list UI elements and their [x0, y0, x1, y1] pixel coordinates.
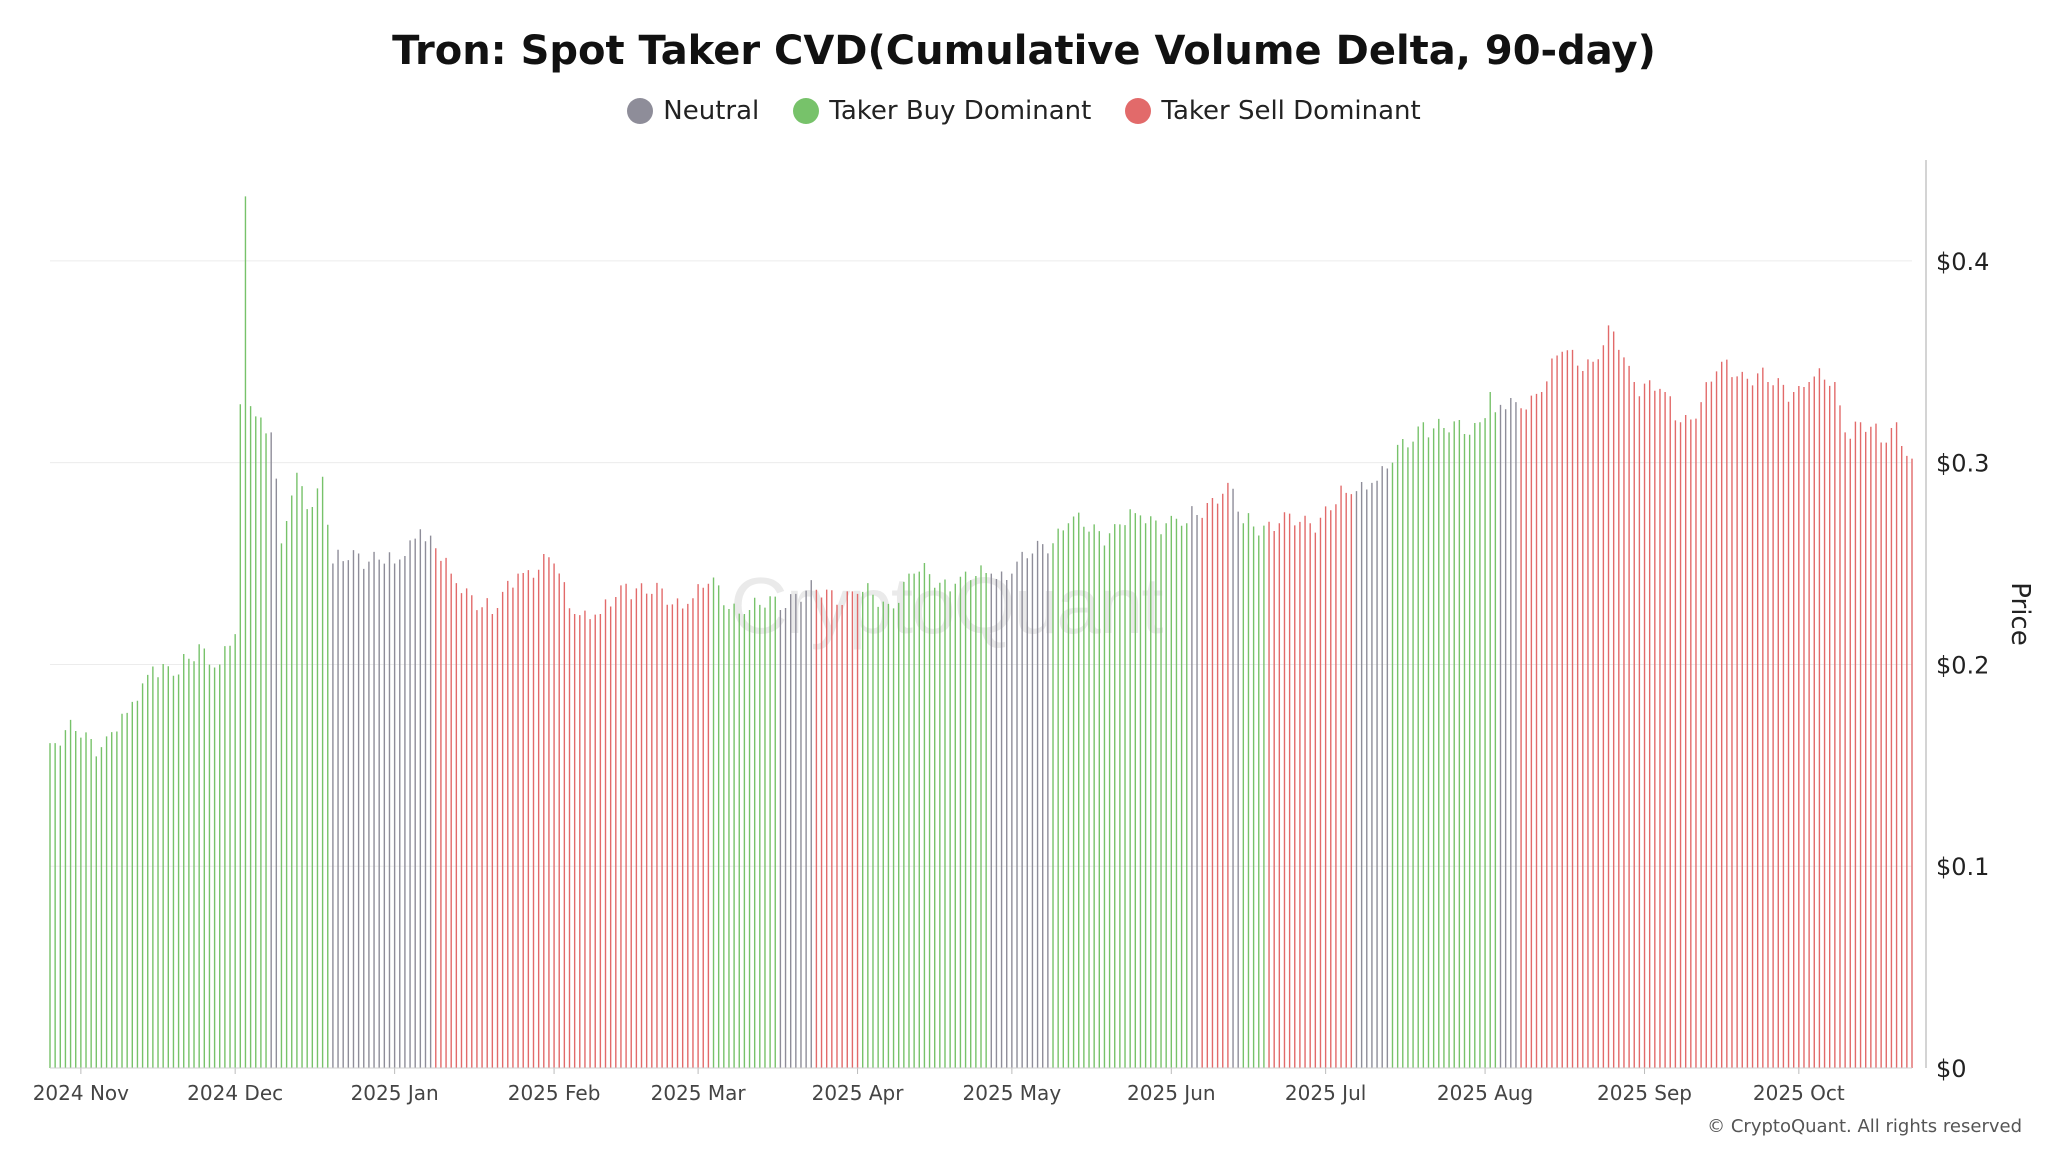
x-tick-label: 2025 Jul: [1285, 1081, 1366, 1105]
chart-title: Tron: Spot Taker CVD(Cumulative Volume D…: [392, 28, 1656, 74]
legend-dot-neutral: [627, 98, 654, 124]
copyright-footer: © CryptoQuant. All rights reserved: [1707, 1116, 2022, 1137]
y-tick-label: $0.2: [1936, 651, 1989, 679]
legend-dot-taker-buy: [793, 98, 820, 124]
legend: Neutral Taker Buy Dominant Taker Sell Do…: [0, 96, 2048, 126]
legend-item-taker-buy[interactable]: Taker Buy Dominant: [793, 96, 1091, 126]
legend-item-neutral[interactable]: Neutral: [627, 96, 759, 126]
legend-label-taker-buy: Taker Buy Dominant: [829, 96, 1092, 126]
x-tick-label: 2025 May: [963, 1081, 1062, 1105]
x-tick-label: 2025 Aug: [1437, 1081, 1533, 1105]
x-tick-label: 2025 Sep: [1597, 1081, 1692, 1105]
y-tick-label: $0.1: [1936, 853, 1989, 881]
x-tick-label: 2025 Oct: [1753, 1081, 1845, 1105]
y-axis-title: Price: [2005, 582, 2035, 645]
x-tick-label: 2025 Mar: [651, 1081, 747, 1105]
legend-label-taker-sell: Taker Sell Dominant: [1161, 96, 1421, 126]
x-tick-label: 2025 Jan: [351, 1081, 439, 1105]
x-tick-label: 2025 Feb: [508, 1081, 601, 1105]
x-tick-label: 2025 Apr: [812, 1081, 905, 1105]
y-tick-label: $0.3: [1936, 450, 1989, 478]
x-tick-label: 2024 Dec: [187, 1081, 283, 1105]
y-tick-label: $0.4: [1936, 248, 1989, 276]
legend-dot-taker-sell: [1125, 98, 1152, 124]
x-tick-label: 2024 Nov: [33, 1081, 129, 1105]
watermark: CryptoQuant: [730, 561, 1164, 650]
x-tick-label: 2025 Jun: [1127, 1081, 1216, 1105]
legend-item-taker-sell[interactable]: Taker Sell Dominant: [1125, 96, 1421, 126]
y-tick-label: $0: [1936, 1055, 1967, 1083]
legend-label-neutral: Neutral: [663, 96, 760, 126]
